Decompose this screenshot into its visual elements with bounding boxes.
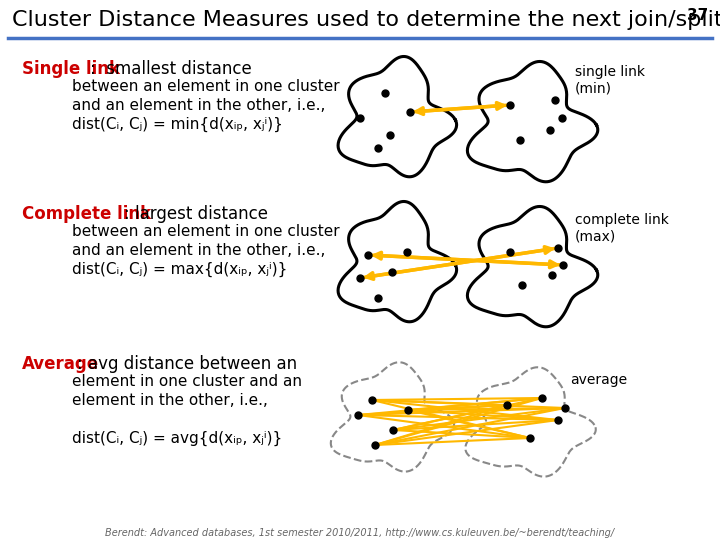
Text: between an element in one cluster: between an element in one cluster bbox=[72, 224, 340, 239]
Text: complete link
(max): complete link (max) bbox=[575, 213, 669, 243]
Text: dist(Cᵢ, Cⱼ) = avg{d(xᵢₚ, xⱼⁱ)}: dist(Cᵢ, Cⱼ) = avg{d(xᵢₚ, xⱼⁱ)} bbox=[72, 431, 282, 446]
Text: element in the other, i.e.,: element in the other, i.e., bbox=[72, 393, 268, 408]
Text: between an element in one cluster: between an element in one cluster bbox=[72, 79, 340, 94]
Text: Cluster Distance Measures used to determine the next join/split: Cluster Distance Measures used to determ… bbox=[12, 10, 720, 30]
Text: single link
(min): single link (min) bbox=[575, 65, 645, 95]
Text: 37: 37 bbox=[687, 8, 708, 23]
Text: average: average bbox=[570, 373, 627, 387]
Text: Average: Average bbox=[22, 355, 99, 373]
Text: dist(Cᵢ, Cⱼ) = min{d(xᵢₚ, xⱼⁱ)}: dist(Cᵢ, Cⱼ) = min{d(xᵢₚ, xⱼⁱ)} bbox=[72, 117, 283, 132]
Text: : avg distance between an: : avg distance between an bbox=[77, 355, 297, 373]
Polygon shape bbox=[338, 201, 456, 322]
Polygon shape bbox=[330, 362, 454, 471]
Text: : largest distance: : largest distance bbox=[124, 205, 268, 223]
Polygon shape bbox=[465, 367, 595, 477]
Polygon shape bbox=[467, 62, 598, 182]
Text: element in one cluster and an: element in one cluster and an bbox=[72, 374, 302, 389]
Text: :  smallest distance: : smallest distance bbox=[90, 60, 252, 78]
Text: Single link: Single link bbox=[22, 60, 120, 78]
Text: and an element in the other, i.e.,: and an element in the other, i.e., bbox=[72, 243, 325, 258]
Text: and an element in the other, i.e.,: and an element in the other, i.e., bbox=[72, 98, 325, 113]
Polygon shape bbox=[467, 206, 598, 327]
Text: Berendt: Advanced databases, 1st semester 2010/2011, http://www.cs.kuleuven.be/~: Berendt: Advanced databases, 1st semeste… bbox=[105, 528, 615, 538]
Polygon shape bbox=[338, 57, 456, 177]
Text: Complete link: Complete link bbox=[22, 205, 151, 223]
Text: dist(Cᵢ, Cⱼ) = max{d(xᵢₚ, xⱼⁱ)}: dist(Cᵢ, Cⱼ) = max{d(xᵢₚ, xⱼⁱ)} bbox=[72, 262, 287, 277]
